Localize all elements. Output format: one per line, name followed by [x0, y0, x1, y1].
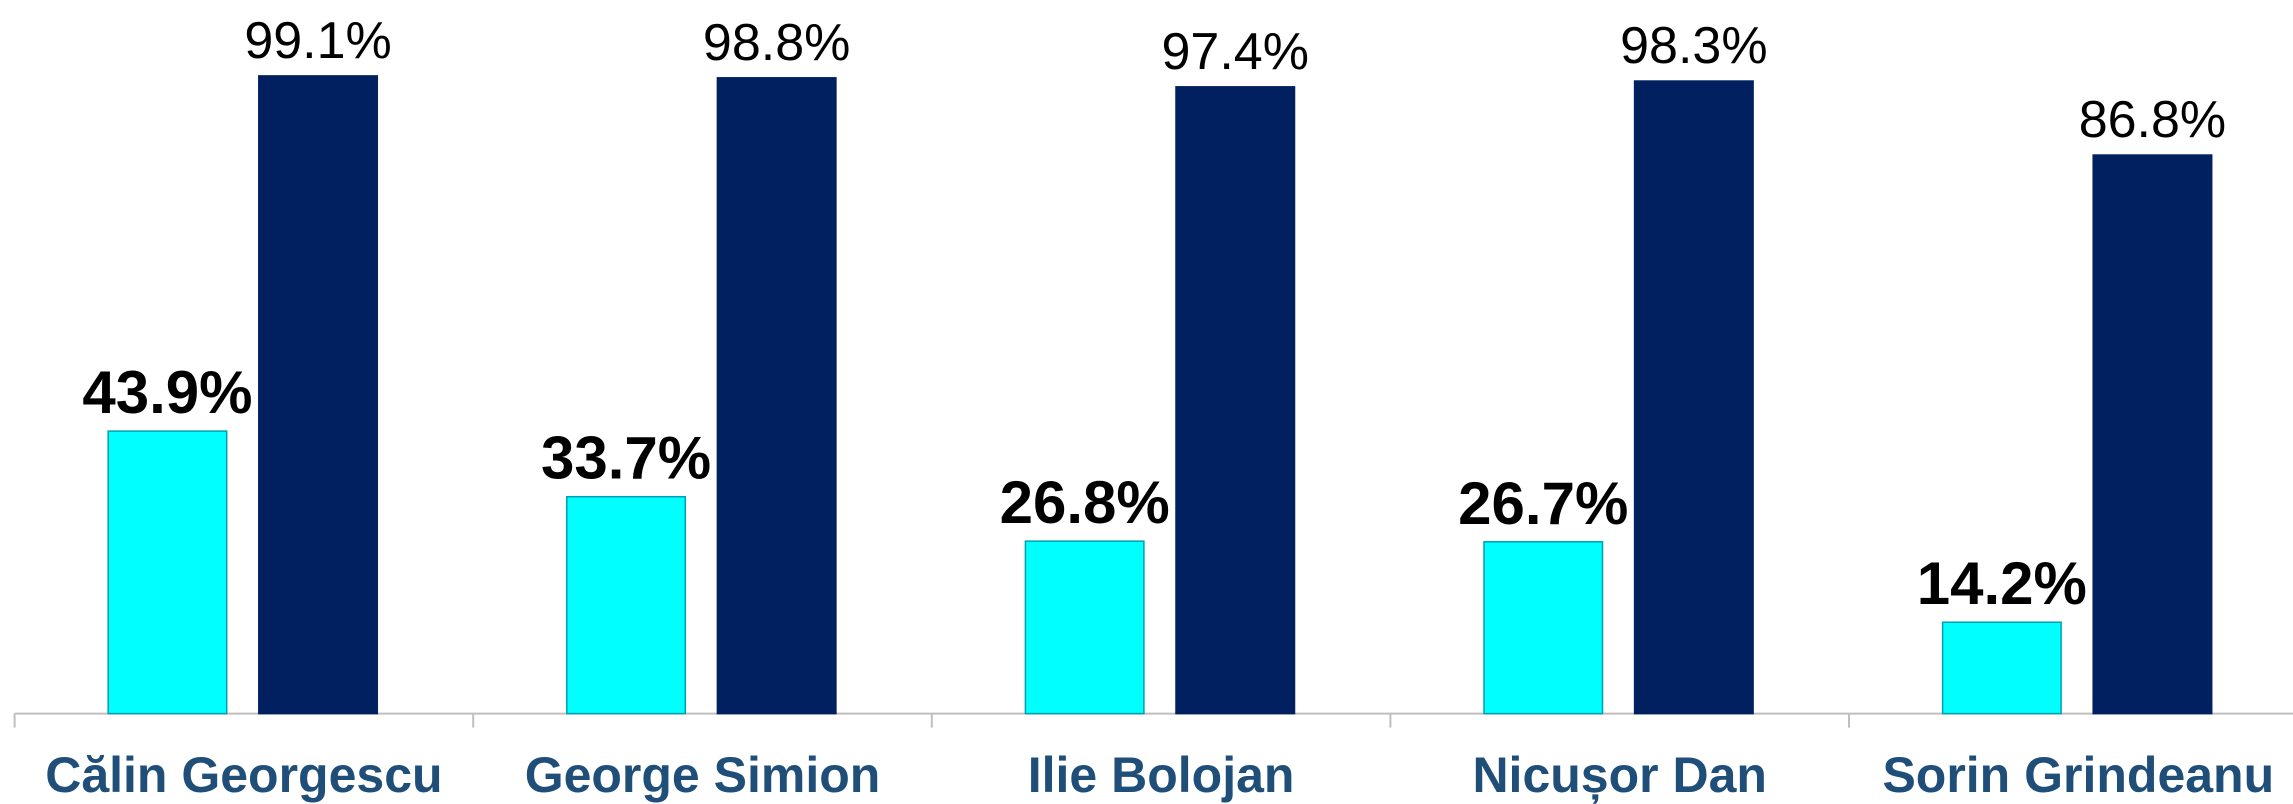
- value-label: 97.4%: [1162, 23, 1309, 81]
- value-label: 98.8%: [703, 14, 850, 72]
- bar: [1175, 86, 1296, 715]
- bar: [1633, 80, 1754, 715]
- x-tick-label: Nicușor Dan: [1472, 747, 1767, 803]
- bar: [1941, 621, 2062, 715]
- bar: [1024, 540, 1145, 715]
- value-label: 14.2%: [1917, 550, 2087, 617]
- x-tick-label: Ilie Bolojan: [1028, 747, 1295, 803]
- value-label: 43.9%: [82, 359, 252, 426]
- bar: [716, 77, 837, 715]
- x-tick-label: George Simion: [525, 747, 881, 803]
- bar: [1483, 541, 1604, 715]
- value-label: 26.8%: [1000, 469, 1170, 536]
- value-label: 98.3%: [1620, 17, 1767, 75]
- value-label: 33.7%: [541, 425, 711, 492]
- bar: [258, 75, 379, 715]
- x-tick-label: Călin Georgescu: [45, 747, 442, 803]
- bar: [566, 495, 687, 715]
- bar: [107, 430, 228, 715]
- value-label: 86.8%: [2079, 91, 2226, 149]
- value-label: 99.1%: [244, 12, 391, 70]
- bar: [2092, 154, 2213, 715]
- x-tick-label: Sorin Grindeanu: [1882, 747, 2274, 803]
- value-label: 26.7%: [1458, 470, 1628, 537]
